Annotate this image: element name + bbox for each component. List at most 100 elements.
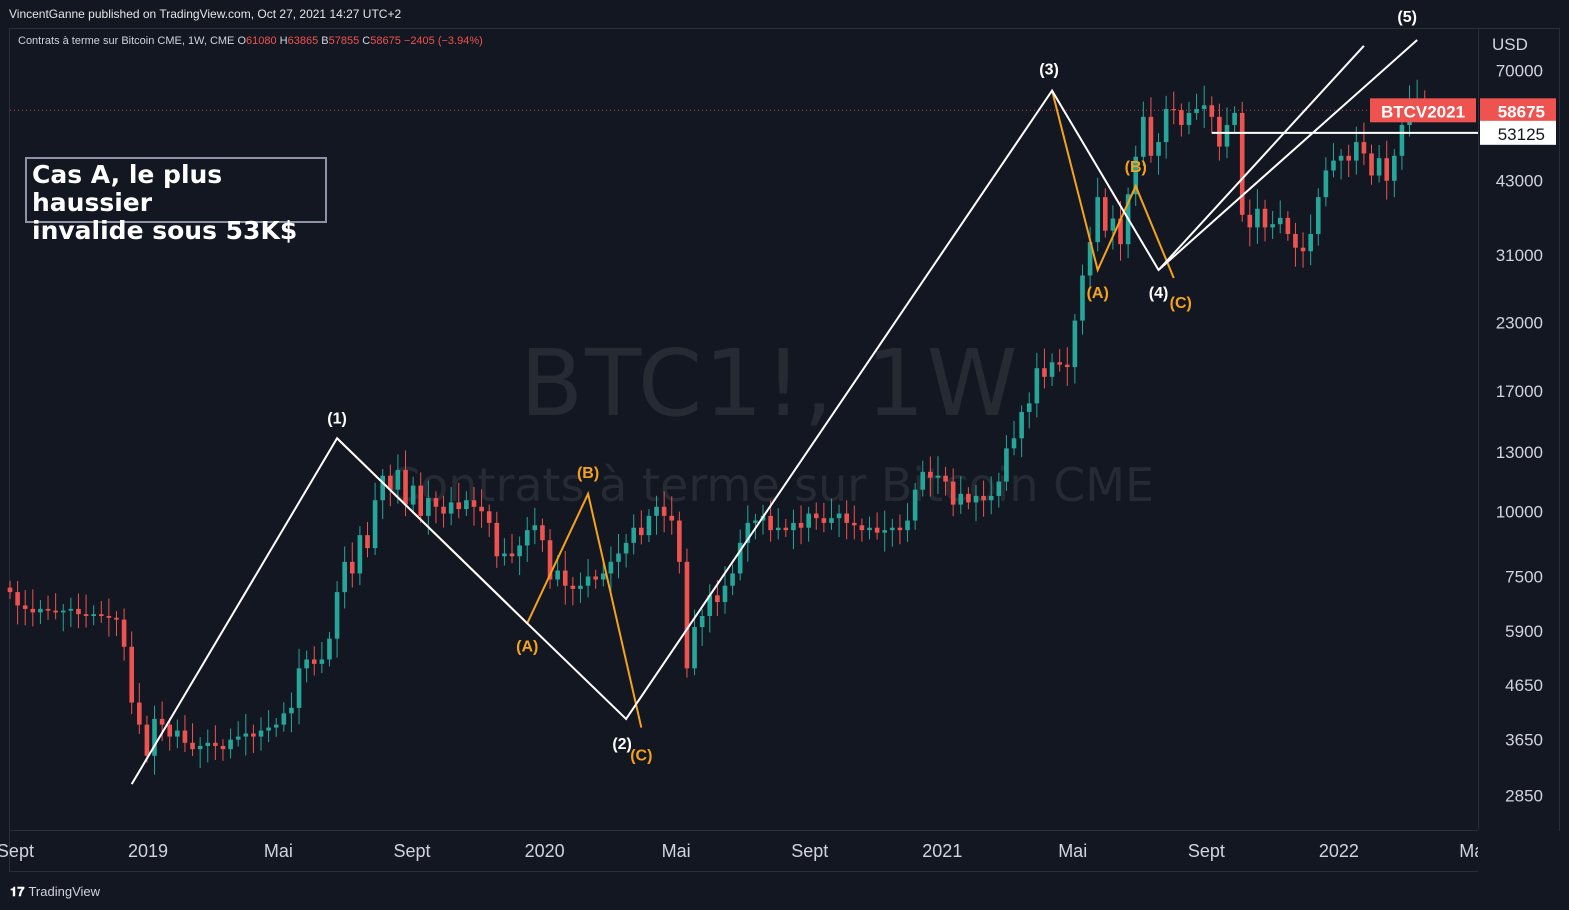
tradingview-logo-icon: 𝟏𝟕	[10, 884, 25, 899]
candle-body	[1148, 116, 1154, 156]
price-tick-label: 2850	[1505, 787, 1543, 806]
candle-body	[410, 485, 416, 505]
time-tick-label: Mai	[1058, 841, 1087, 861]
candle-body	[304, 659, 309, 669]
candle-body	[570, 585, 576, 589]
candle-body	[1019, 411, 1024, 439]
candle-body	[220, 745, 226, 750]
candle-body	[646, 515, 652, 536]
candle-body	[281, 713, 287, 725]
candle-body	[60, 610, 66, 613]
candle-body	[1277, 217, 1283, 225]
footer: 𝟏𝟕 TradingView	[0, 874, 1569, 910]
candle-body	[593, 576, 598, 580]
candle-body	[1102, 197, 1108, 231]
candle-body	[1262, 208, 1268, 228]
candle-body	[912, 489, 918, 521]
candle-body	[1209, 105, 1215, 117]
candle-body	[266, 727, 271, 731]
annotation-line-2: invalide sous 53K$	[32, 216, 298, 245]
candle-body	[562, 570, 568, 586]
tradingview-logo[interactable]: 𝟏𝟕 TradingView	[10, 884, 100, 900]
candle-body	[334, 592, 340, 639]
candle-body	[928, 471, 933, 478]
candle-body	[532, 525, 538, 531]
candle-body	[213, 742, 218, 746]
candle-body	[1369, 153, 1374, 176]
candle-body	[22, 605, 28, 609]
currency-label[interactable]: USD	[1492, 35, 1528, 54]
candle-body	[144, 724, 150, 756]
candle-body	[1270, 224, 1275, 228]
candle-body	[433, 498, 439, 507]
candle-body	[426, 498, 431, 516]
candle-body	[829, 518, 834, 523]
wave-label-a1: (A)	[516, 638, 538, 655]
price-tick-label: 7500	[1505, 567, 1543, 586]
wave-label-b1: (B)	[577, 465, 599, 482]
top-bar: VincentGanne published on TradingView.co…	[0, 0, 1569, 28]
wave-label-5: (5)	[1397, 9, 1417, 26]
price-axis[interactable]	[1478, 29, 1560, 830]
candle-body	[1300, 247, 1306, 252]
candle-body	[1201, 105, 1207, 110]
candle-body	[882, 530, 888, 533]
candle-body	[1346, 155, 1351, 161]
candle-body	[783, 527, 789, 531]
candle-body	[585, 576, 591, 586]
wave-label-c1: (C)	[630, 748, 652, 765]
candle-body	[357, 535, 363, 574]
candle-body	[813, 513, 819, 519]
candle-body	[623, 542, 629, 554]
low-value: 57855	[328, 35, 360, 47]
time-axis[interactable]	[10, 830, 1478, 872]
annotation-text-box[interactable]: Cas A, le plus haussier invalide sous 53…	[25, 157, 327, 245]
candle-body	[836, 513, 842, 519]
candle-body	[1384, 158, 1390, 181]
candle-body	[851, 522, 857, 526]
candle-body	[342, 561, 347, 593]
candle-body	[1026, 403, 1032, 412]
tradingview-logo-text: TradingView	[28, 884, 101, 899]
price-tick-label: 23000	[1496, 314, 1543, 333]
candle-body	[1004, 448, 1009, 482]
candle-body	[152, 718, 157, 756]
wave-label-1: (1)	[327, 410, 347, 427]
candle-body	[418, 485, 424, 516]
candle-body	[699, 615, 705, 628]
candle-body	[91, 614, 96, 616]
price-tick-label: 31000	[1496, 246, 1543, 265]
candle-body	[684, 561, 690, 669]
price-tick-label: 43000	[1496, 172, 1543, 191]
candle-body	[349, 561, 355, 574]
candle-body	[464, 500, 469, 510]
candle-body	[258, 730, 264, 737]
close-value: 58675	[370, 35, 401, 47]
candle-body	[190, 742, 195, 750]
candle-body	[1247, 214, 1253, 228]
candle-body	[365, 535, 370, 549]
candle-body	[745, 522, 751, 543]
time-tick-label: 2021	[922, 841, 962, 861]
time-tick-label: Mai	[662, 841, 691, 861]
symbol-name[interactable]: Contrats à terme sur Bitcoin CME, 1W, CM…	[18, 35, 235, 47]
candle-body	[327, 638, 332, 660]
symbol-badge	[1370, 98, 1476, 123]
symbol-legend[interactable]: Contrats à terme sur Bitcoin CME, 1W, CM…	[18, 35, 483, 47]
candle-body	[661, 506, 667, 516]
corrective-wave-2	[1051, 90, 1175, 279]
candle-body	[1224, 124, 1230, 147]
low-label: B	[321, 35, 329, 47]
candle-body	[53, 610, 58, 613]
candle-body	[1285, 217, 1291, 234]
candle-body	[616, 553, 621, 562]
candle-body	[1179, 110, 1184, 125]
candle-body	[1323, 170, 1329, 198]
candle-body	[175, 730, 180, 737]
candle-body	[380, 475, 386, 501]
candle-body	[1361, 142, 1367, 154]
candle-body	[1186, 112, 1192, 125]
candle-body	[38, 608, 43, 613]
candle-body	[608, 561, 614, 574]
candle-body	[1194, 109, 1199, 113]
